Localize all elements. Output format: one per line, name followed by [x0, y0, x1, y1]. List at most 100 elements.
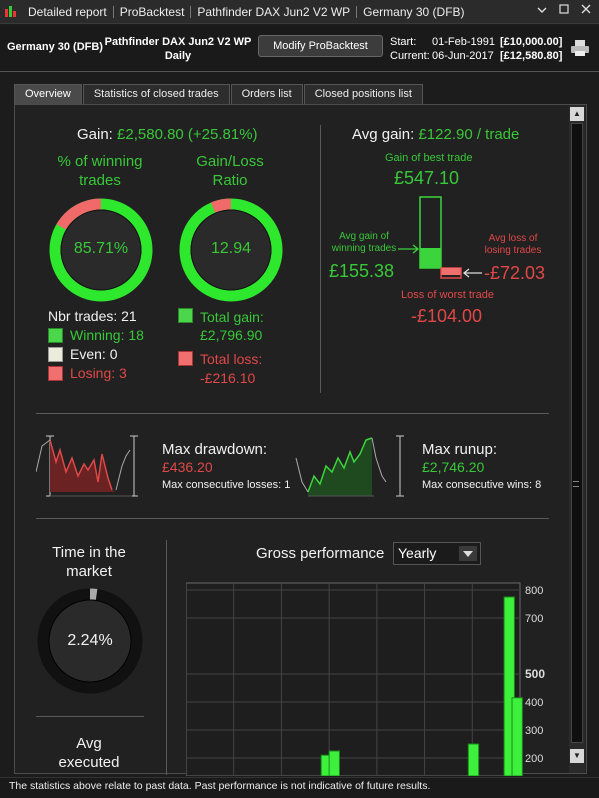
gain-label: Gain: — [77, 126, 113, 143]
start-date: 01-Feb-1991 — [432, 36, 495, 48]
losing-count: Losing: 3 — [70, 365, 127, 381]
period-select-value: Yearly — [398, 545, 437, 561]
total-gain-value: £2,796.90 — [200, 327, 263, 343]
section-divider-3 — [36, 716, 144, 717]
chart-y-ticks: 800 700 500 400 300 200 — [525, 585, 545, 765]
title-strategy: Pathfinder DAX Jun2 V2 WP — [191, 5, 358, 18]
prorealtime-logo-icon — [4, 5, 18, 19]
ratio-title-line2: Ratio — [212, 172, 248, 189]
avg-gain-label: Avg gain: — [352, 126, 415, 143]
instrument-name: Germany 30 (DFB) — [7, 41, 103, 53]
period-select[interactable]: Yearly — [393, 542, 481, 565]
best-trade-label: Gain of best trade — [385, 152, 473, 164]
time-in-market-line1: Time in the — [52, 544, 126, 561]
chart-bar — [511, 697, 523, 776]
backtest-dates: Start: 01-Feb-1991 [£10,000.00] Current:… — [390, 35, 562, 63]
max-runup-label: Max runup: — [422, 441, 498, 458]
winning-title-line2: trades — [79, 172, 121, 189]
total-gain-label: Total gain: — [200, 309, 264, 325]
total-loss-swatch — [178, 351, 193, 366]
avg-executed-title: Avg executed — [40, 734, 138, 772]
total-loss-label: Total loss: — [200, 351, 263, 367]
winning-percentage: 85.71% — [73, 240, 129, 257]
title-instrument: Germany 30 (DFB) — [363, 4, 465, 19]
tab-overview[interactable]: Overview — [14, 84, 82, 104]
timeframe: Daily — [164, 50, 192, 62]
current-capital: [£12,580.80] — [500, 50, 563, 62]
time-in-market-line2: market — [66, 563, 112, 580]
avg-loss-label: Avg loss of losing trades — [478, 233, 548, 257]
avg-loss-label-line2: losing trades — [484, 245, 542, 256]
y-tick-label: 700 — [525, 613, 543, 625]
avg-win-label: Avg gain of winning trades — [329, 231, 399, 255]
avg-loss-label-line1: Avg loss of — [488, 233, 538, 244]
chart-bars — [320, 596, 523, 776]
section-divider-vertical-2 — [166, 540, 167, 775]
avg-gain-summary: Avg gain: £122.90 / trade — [352, 126, 519, 143]
scroll-down-icon[interactable]: ▼ — [570, 749, 584, 763]
total-gain-block: Total gain: — [200, 308, 264, 327]
avg-trade-bars — [419, 196, 462, 279]
losing-legend-swatch — [48, 366, 63, 381]
vertical-scrollbar[interactable]: ▲ ▼ — [569, 105, 585, 773]
start-label: Start: — [390, 36, 417, 48]
current-date: 06-Jun-2017 — [432, 50, 494, 62]
gain-value: £2,580.80 (+25.81%) — [117, 126, 258, 143]
gross-performance-chart: 800 700 500 400 300 200 — [186, 582, 545, 776]
scroll-thumb[interactable] — [571, 123, 583, 743]
title-bar: Detailed report ProBacktest Pathfinder D… — [0, 0, 599, 24]
print-icon[interactable] — [570, 39, 590, 57]
avg-gain-value: £122.90 / trade — [418, 126, 520, 143]
avg-loss-value: -£72.03 — [484, 263, 546, 283]
time-in-market-value: 2.24% — [67, 632, 113, 649]
time-in-market-donut — [37, 588, 143, 694]
dropdown-arrow-icon[interactable] — [535, 3, 549, 19]
nbr-trades: Nbr trades: 21 — [48, 308, 137, 324]
even-legend-swatch — [48, 347, 63, 362]
title-report: Detailed report — [22, 5, 114, 18]
tab-statistics-closed-trades[interactable]: Statistics of closed trades — [82, 84, 230, 104]
runup-sparkline — [295, 435, 404, 497]
scroll-up-icon[interactable]: ▲ — [570, 107, 584, 121]
gain-loss-ratio-title: Gain/Loss Ratio — [180, 152, 280, 190]
y-tick-label: 300 — [525, 725, 543, 737]
chevron-down-icon[interactable] — [459, 546, 477, 561]
y-tick-label: 400 — [525, 697, 543, 709]
chart-gridlines — [186, 583, 520, 776]
y-tick-label: 800 — [525, 585, 543, 597]
disclaimer-footer: The statistics above relate to past data… — [0, 777, 599, 798]
avg-win-arrow-icon — [398, 244, 420, 254]
scroll-grip-icon — [573, 481, 579, 487]
total-loss-value: -£216.10 — [200, 370, 256, 386]
worst-trade-value: -£104.00 — [411, 306, 483, 326]
tab-orders-list[interactable]: Orders list — [230, 84, 303, 104]
gain-summary: Gain: £2,580.80 (+25.81%) — [77, 126, 258, 143]
time-in-market-title: Time in the market — [40, 543, 138, 581]
avg-win-label-line1: Avg gain of — [339, 231, 389, 242]
avg-win-value: £155.38 — [329, 261, 395, 281]
current-label: Current: — [390, 50, 430, 62]
y-tick-label: 500 — [525, 667, 545, 681]
chart-bar — [467, 743, 480, 776]
title-probacktest: ProBacktest — [114, 5, 192, 18]
restore-icon[interactable] — [557, 3, 571, 19]
winning-trades-title: % of winning trades — [50, 152, 150, 190]
close-icon[interactable] — [579, 3, 593, 19]
avg-executed-line2: executed — [58, 754, 120, 771]
winning-trades-donut — [49, 198, 153, 302]
tab-closed-positions-list[interactable]: Closed positions list — [303, 84, 423, 104]
avg-win-label-line2: winning trades — [331, 243, 397, 254]
winning-legend-swatch — [48, 328, 63, 343]
section-divider-2 — [36, 518, 549, 519]
max-consecutive-wins: Max consecutive wins: 8 — [422, 479, 542, 491]
avg-executed-line1: Avg — [76, 735, 102, 752]
strategy-info: Pathfinder DAX Jun2 V2 WP Daily — [104, 35, 252, 63]
modify-probacktest-button[interactable]: Modify ProBacktest — [258, 35, 383, 57]
y-tick-label: 200 — [525, 753, 543, 765]
chart-bar — [328, 750, 340, 776]
max-runup-value: £2,746.20 — [422, 459, 485, 475]
gain-loss-ratio-donut — [179, 198, 283, 302]
winning-count: Winning: 18 — [70, 327, 144, 343]
best-trade-value: £547.10 — [394, 168, 460, 188]
report-tabs: Overview Statistics of closed trades Ord… — [14, 84, 424, 104]
